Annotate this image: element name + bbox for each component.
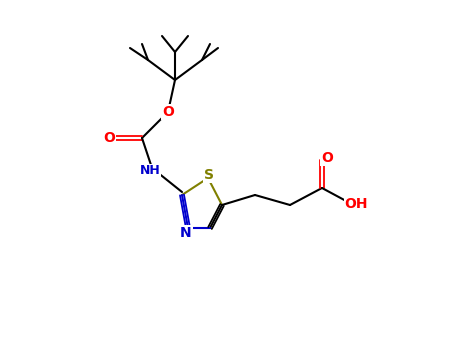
Text: S: S [204,168,214,182]
Text: O: O [321,151,333,165]
Text: NH: NH [140,164,160,177]
Text: O: O [103,131,115,145]
Text: O: O [162,105,174,119]
Text: N: N [180,226,192,240]
Text: OH: OH [344,197,368,211]
